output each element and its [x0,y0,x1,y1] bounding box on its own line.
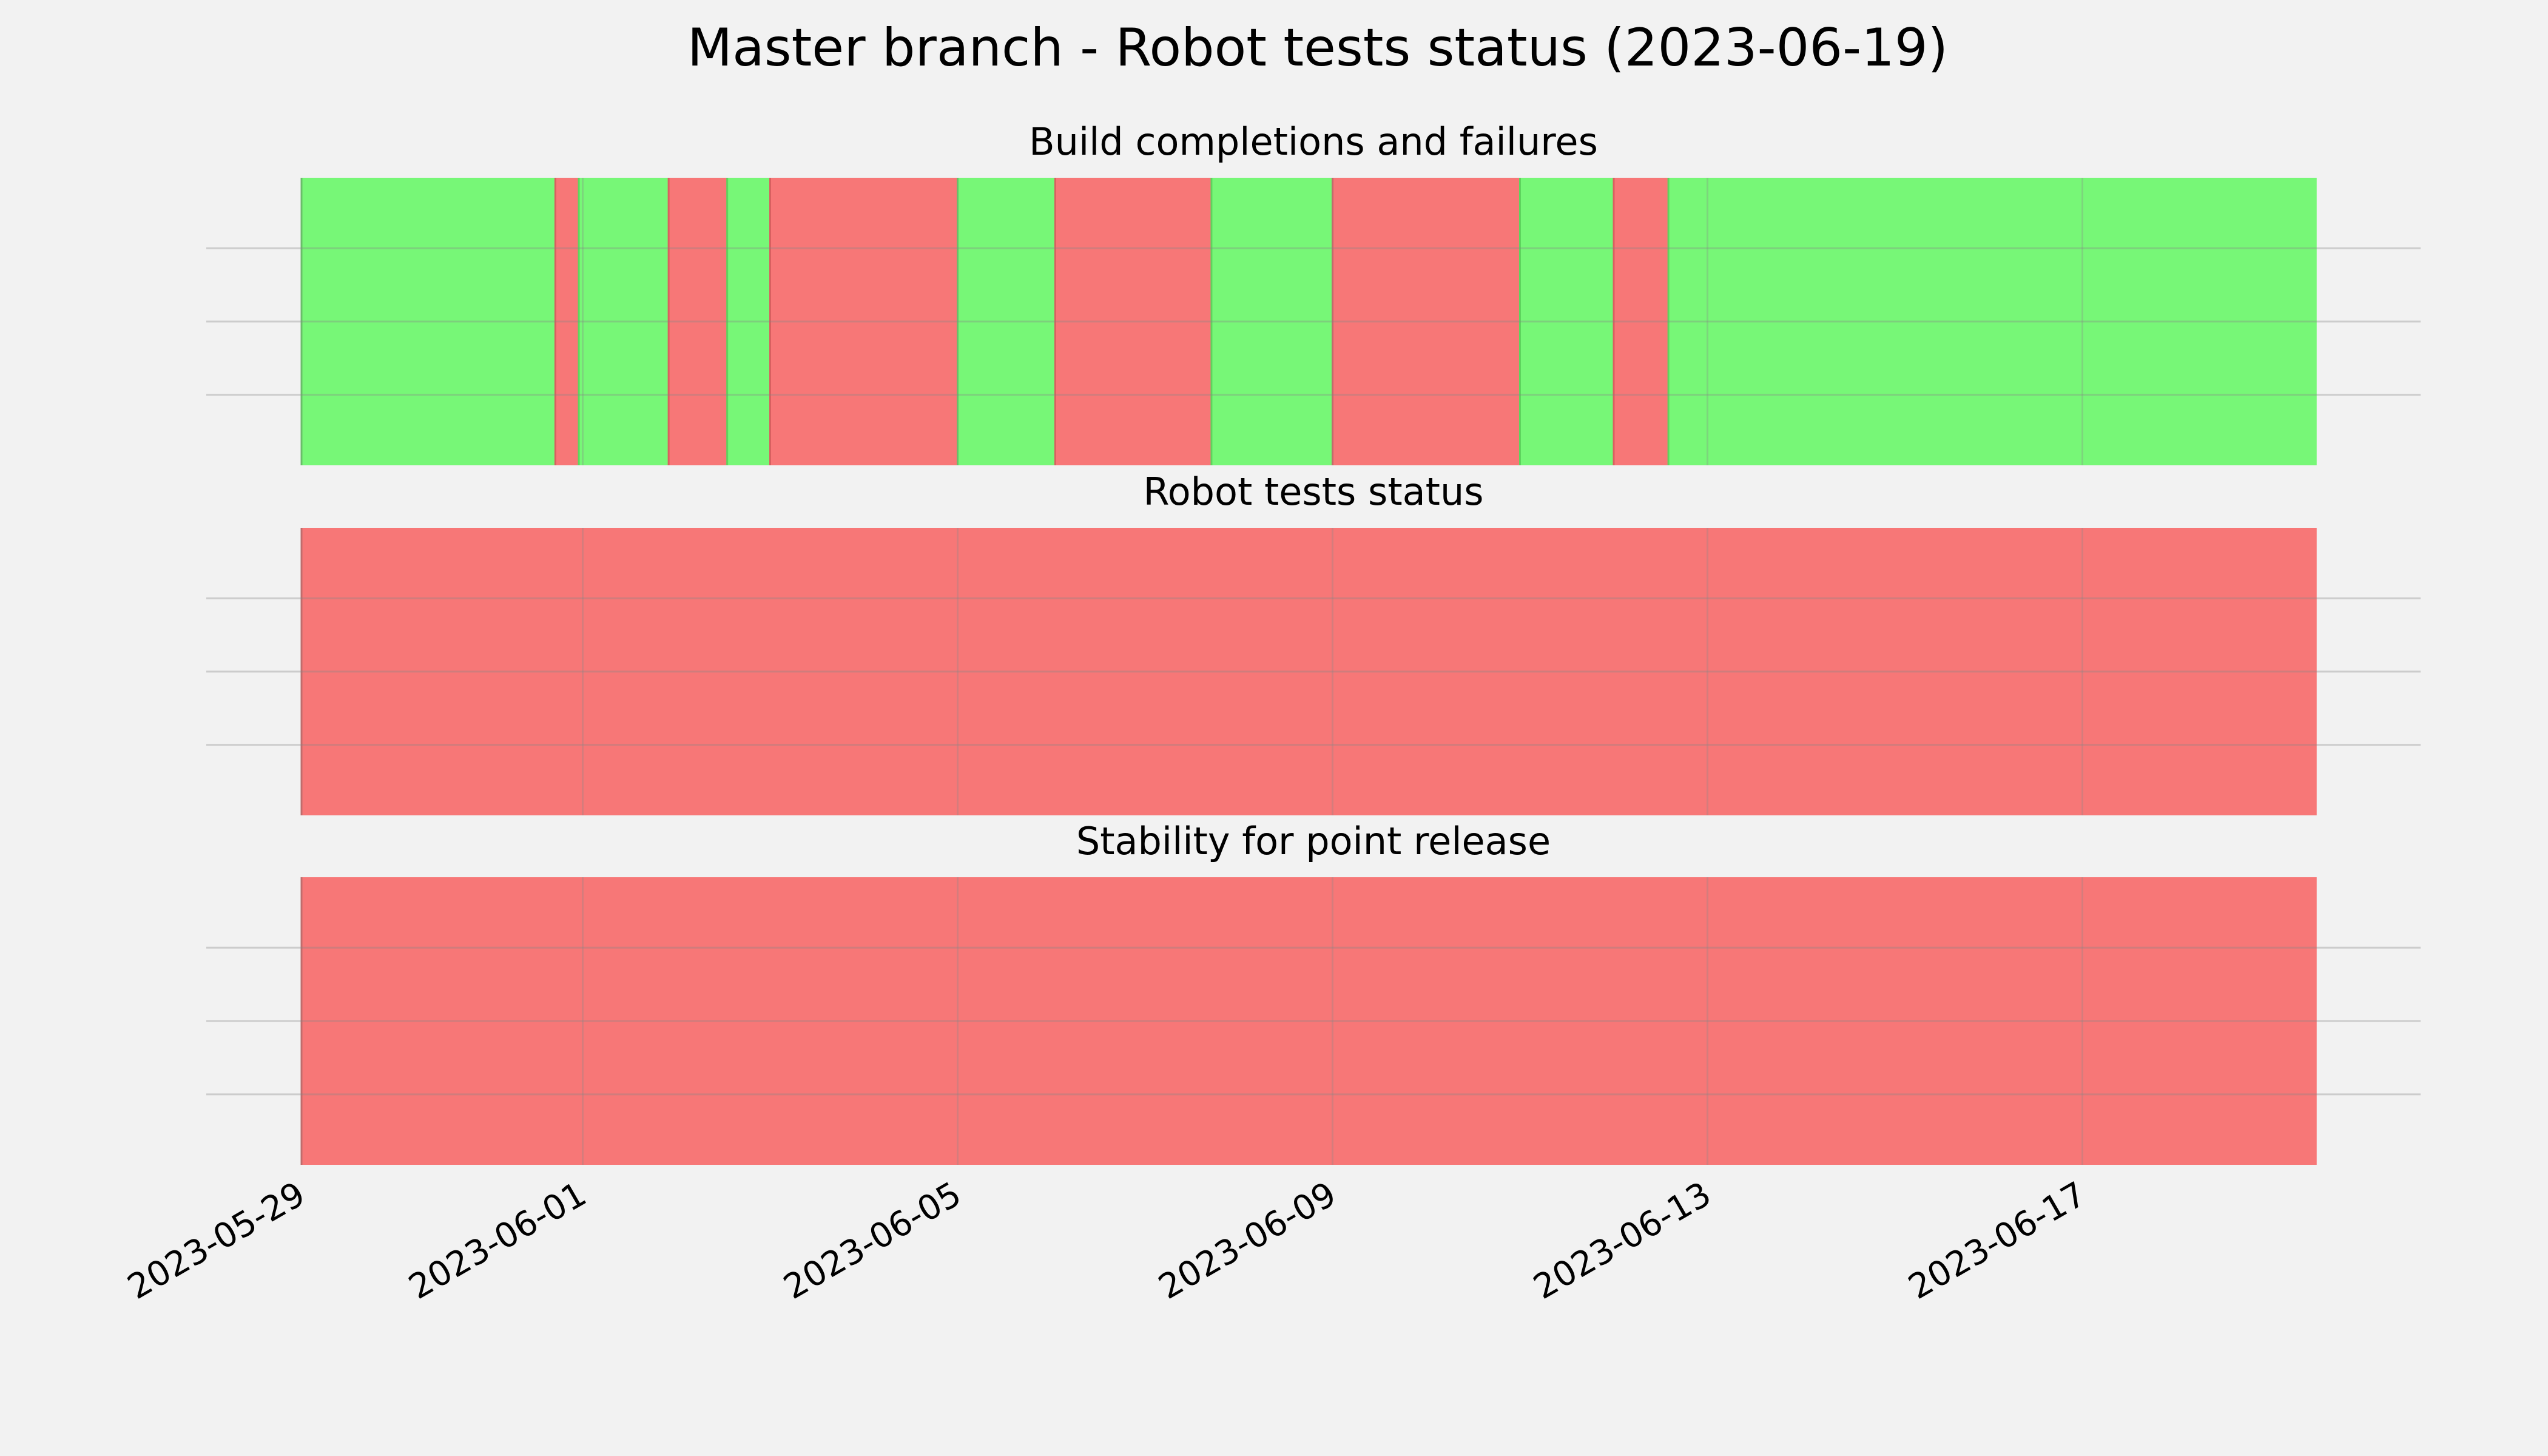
status-segment-fail [1332,178,1520,465]
status-segment-pass [1211,178,1333,465]
status-segment-fail [1055,178,1212,465]
status-segment-fail [302,877,2317,1165]
chart-panels: Build completions and failures Robot test… [206,120,2421,1165]
status-segment-pass [957,178,1056,465]
panel-title: Build completions and failures [1029,120,1598,164]
status-segment-pass [1520,178,1614,465]
status-segment-fail [770,178,958,465]
status-segment-fail [669,178,727,465]
panel-3: Stability for point release [206,819,2421,1165]
status-segment-fail [555,178,579,465]
chart-title: Master branch - Robot tests status (2023… [687,18,1948,78]
status-segment-fail [1614,178,1669,465]
panel-2: Robot tests status [206,470,2421,815]
panel-title: Stability for point release [1076,819,1551,863]
panel-1: Build completions and failures [206,120,2421,465]
status-segment-pass [579,178,669,465]
status-segment-pass [727,178,770,465]
panel-title: Robot tests status [1143,470,1483,514]
status-segment-pass [302,178,556,465]
status-segment-fail [302,528,2317,815]
status-segment-pass [1668,178,2317,465]
